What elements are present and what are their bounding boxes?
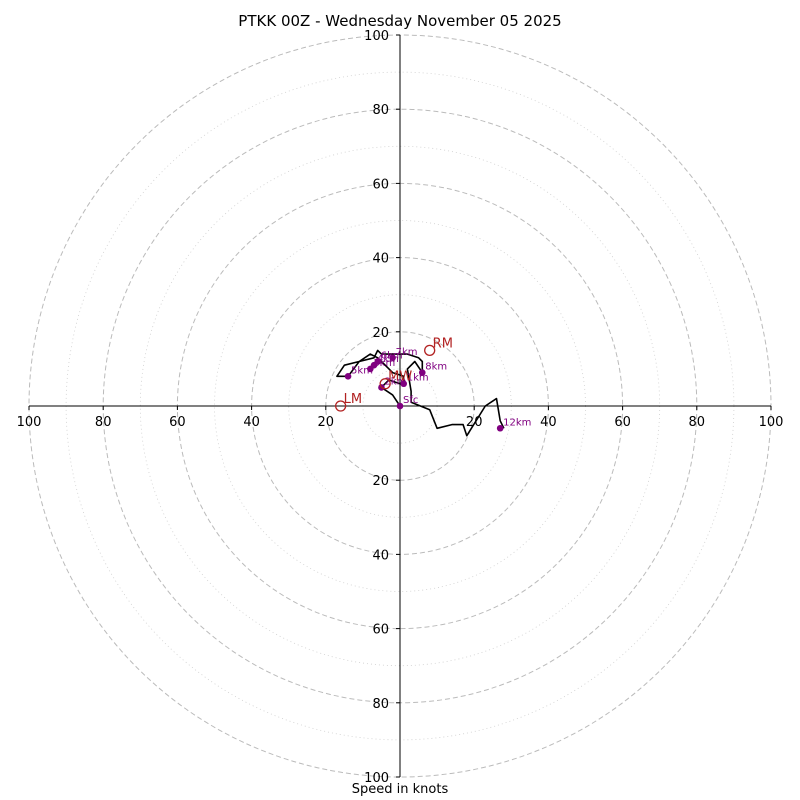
y-tick-label: 60 bbox=[372, 177, 389, 192]
height-marker-dot bbox=[374, 358, 382, 365]
x-tick-label: 40 bbox=[540, 415, 557, 430]
y-tick-label: 40 bbox=[372, 252, 389, 267]
y-tick-label: 20 bbox=[372, 326, 389, 341]
height-marker-dot bbox=[496, 424, 504, 432]
x-tick-label: 80 bbox=[689, 415, 706, 430]
y-tick-label: 20 bbox=[372, 474, 389, 489]
storm-motion-marker bbox=[334, 400, 347, 412]
height-marker-dot bbox=[396, 402, 404, 410]
wind-trace-line bbox=[336, 349, 505, 437]
height-marker-label: 3km bbox=[373, 358, 395, 369]
wind-trace bbox=[336, 349, 505, 437]
chart-title: PTKK 00Z - Wednesday November 05 2025 bbox=[238, 12, 562, 30]
x-tick-label: 40 bbox=[243, 415, 260, 430]
y-tick-label: 80 bbox=[372, 697, 389, 712]
height-markers: Sfc1km2km3km4km5km6km7km8km12km bbox=[344, 347, 531, 432]
y-tick-label: 60 bbox=[372, 623, 389, 638]
height-marker-label: 4km bbox=[377, 354, 399, 365]
height-marker-label: Sfc bbox=[403, 395, 418, 406]
height-marker-label: 7km bbox=[396, 347, 418, 358]
height-marker-dot bbox=[418, 369, 426, 376]
x-tick-label: 60 bbox=[614, 415, 631, 430]
y-tick-label: 100 bbox=[364, 29, 389, 44]
y-tick-label: 40 bbox=[372, 548, 389, 563]
x-tick-label: 100 bbox=[17, 415, 42, 430]
storm-motion-marker bbox=[379, 378, 391, 390]
x-tick-label: 60 bbox=[169, 415, 186, 430]
height-marker-label: 5km bbox=[351, 365, 373, 376]
storm-motion-label: MW bbox=[388, 370, 412, 385]
x-tick-label: 100 bbox=[759, 415, 784, 430]
height-marker-dot bbox=[400, 380, 408, 388]
x-axis-label: Speed in knots bbox=[351, 782, 449, 797]
height-marker-label: 2km bbox=[384, 376, 406, 387]
height-marker-label: 12km bbox=[503, 417, 531, 428]
tick-labels: 100 80 60 40 20 20 40 60 80 100100806040202040608… bbox=[17, 29, 784, 786]
x-tick-label: 20 bbox=[318, 415, 335, 430]
height-marker-label: 8km bbox=[425, 362, 447, 373]
y-tick-label: 100 bbox=[364, 771, 389, 786]
storm-motion-label: LM bbox=[344, 392, 362, 407]
height-marker-label: 1km bbox=[407, 373, 429, 384]
x-tick-label: 80 bbox=[95, 415, 112, 430]
storm-motions: RM LM MW bbox=[334, 336, 453, 412]
storm-motion-label: RM bbox=[433, 336, 453, 351]
height-marker-dot bbox=[344, 373, 352, 380]
y-tick-label: 80 bbox=[372, 103, 389, 118]
storm-motion-marker bbox=[424, 344, 436, 357]
height-marker-dot bbox=[389, 354, 396, 362]
